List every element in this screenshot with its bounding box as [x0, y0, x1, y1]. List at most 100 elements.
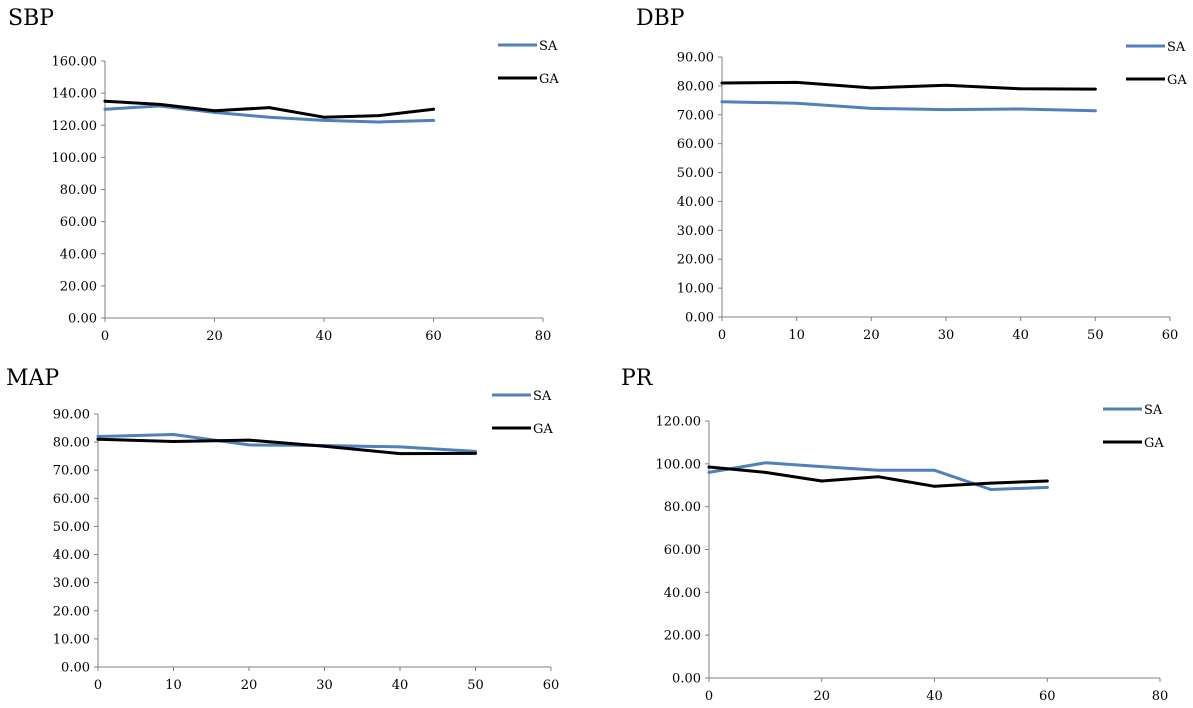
data-point-ga: [213, 109, 216, 113]
data-point-sa: [172, 433, 175, 436]
y-tick-label: 70.00: [677, 108, 714, 123]
data-point-ga: [795, 81, 799, 84]
y-tick-label: 70.00: [53, 464, 90, 479]
data-point-ga: [103, 99, 107, 103]
legend-label-sa: SA: [533, 389, 552, 404]
x-tick-label: 50: [1087, 328, 1104, 343]
data-point-ga: [989, 481, 993, 485]
y-tick-label: 40.00: [664, 586, 701, 601]
dbp-chart: DBP 0.00 10.00 20.00 30.00 40.00 50.00 60.00 70…: [596, 0, 1193, 354]
sbp-plot: 0.00 20.00 40.00 60.00 80.00 100.00 120.00 140.…: [52, 39, 560, 344]
data-point-ga: [158, 102, 162, 106]
data-point-sa: [377, 120, 381, 124]
data-point-ga: [876, 475, 880, 479]
y-tick-label: 20.00: [53, 604, 90, 619]
y-tick-label: 40.00: [677, 195, 714, 210]
y-tick-label: 10.00: [53, 632, 90, 647]
x-tick-label: 40: [926, 689, 943, 704]
legend-label-ga: GA: [533, 422, 553, 437]
y-tick-label: 80.00: [677, 79, 714, 94]
data-point-ga: [267, 106, 271, 109]
data-point-sa: [432, 119, 435, 122]
x-tick-label: 20: [206, 329, 223, 344]
y-tick-label: 30.00: [677, 224, 714, 239]
legend-label-ga: GA: [539, 72, 559, 87]
legend-label-sa: SA: [1167, 40, 1186, 55]
data-point-ga: [96, 437, 100, 441]
data-point-sa: [720, 100, 724, 104]
x-tick-label: 20: [863, 328, 880, 343]
data-point-ga: [172, 440, 175, 443]
x-tick-label: 0: [718, 328, 726, 343]
data-point-sa: [869, 107, 873, 110]
chart-title: DBP: [636, 6, 685, 31]
legend-label-ga: GA: [1167, 73, 1187, 88]
x-tick-label: 0: [101, 329, 109, 344]
y-tick-label: 20.00: [677, 253, 714, 268]
data-point-ga: [944, 83, 948, 87]
y-tick-label: 20.00: [664, 629, 701, 644]
series-line-sa: [96, 433, 477, 453]
x-tick-label: 0: [705, 689, 713, 704]
x-tick-label: 30: [938, 328, 955, 343]
x-tick-label: 10: [165, 678, 182, 693]
y-tick-label: 10.00: [677, 282, 714, 297]
data-point-sa: [795, 101, 799, 105]
data-point-sa: [322, 119, 326, 122]
series-line-ga: [103, 99, 435, 119]
data-point-sa: [933, 468, 936, 472]
data-point-ga: [869, 86, 873, 90]
legend-label-ga: GA: [1144, 436, 1164, 451]
pr-chart: PR 0.00 20.00 40.00 60.00 80.00 100.00 120.00 0…: [596, 354, 1193, 708]
data-point-sa: [707, 471, 711, 474]
data-point-ga: [763, 471, 767, 474]
data-point-sa: [1045, 485, 1049, 489]
x-tick-label: 60: [425, 329, 442, 344]
y-tick-label: 60.00: [60, 215, 97, 230]
x-tick-label: 30: [316, 678, 333, 693]
y-tick-label: 90.00: [53, 408, 90, 423]
map-plot: 0.00 10.00 20.00 30.00 40.00 50.00 60.00 70.00 8…: [53, 389, 560, 693]
data-point-ga: [247, 438, 251, 442]
y-tick-label: 160.00: [52, 55, 98, 70]
y-tick-label: 100.00: [656, 457, 702, 472]
y-tick-label: 90.00: [677, 51, 714, 66]
data-point-ga: [474, 451, 477, 455]
data-point-sa: [398, 445, 402, 449]
y-tick-label: 40.00: [60, 247, 97, 262]
y-tick-label: 0.00: [61, 661, 90, 676]
x-tick-label: 40: [392, 678, 409, 693]
x-tick-label: 60: [543, 678, 560, 693]
series-line-ga: [720, 80, 1097, 91]
data-point-ga: [432, 107, 435, 111]
x-tick-label: 40: [1012, 328, 1029, 343]
y-tick-label: 20.00: [60, 279, 97, 294]
dbp-plot: 0.00 10.00 20.00 30.00 40.00 50.00 60.00 70.00 8…: [677, 40, 1188, 343]
x-tick-label: 20: [813, 689, 830, 704]
data-point-sa: [944, 108, 948, 111]
data-point-sa: [876, 468, 880, 472]
data-point-sa: [1019, 107, 1023, 111]
map-chart: MAP 0.00 10.00 20.00 30.00 40.00 50.00 60.00 70…: [0, 354, 596, 708]
y-tick-label: 0.00: [68, 312, 97, 327]
chart-title: SBP: [8, 6, 55, 31]
y-tick-label: 80.00: [53, 436, 90, 451]
y-tick-label: 80.00: [664, 500, 701, 515]
data-point-sa: [96, 435, 100, 438]
data-point-ga: [398, 452, 402, 456]
x-tick-label: 60: [1162, 328, 1179, 343]
y-tick-label: 50.00: [53, 520, 90, 535]
y-tick-label: 140.00: [52, 87, 98, 102]
x-tick-label: 10: [788, 328, 805, 343]
data-point-ga: [1093, 87, 1097, 91]
x-tick-label: 80: [535, 329, 552, 344]
data-point-ga: [820, 479, 824, 483]
data-point-ga: [720, 81, 724, 85]
x-tick-label: 50: [467, 678, 484, 693]
y-tick-label: 50.00: [677, 166, 714, 181]
legend-label-sa: SA: [1144, 403, 1163, 418]
pr-plot: 0.00 20.00 40.00 60.00 80.00 100.00 120.00 0 20 4…: [656, 403, 1169, 704]
legend-label-sa: SA: [539, 39, 558, 54]
x-tick-label: 80: [1152, 689, 1169, 704]
